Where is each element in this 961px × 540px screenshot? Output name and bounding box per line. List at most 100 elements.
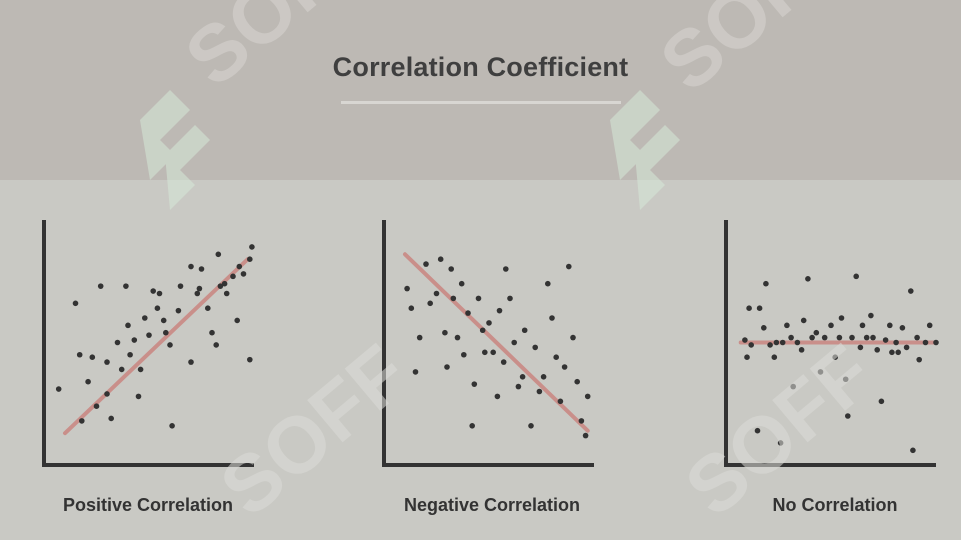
- data-point: [761, 325, 767, 331]
- data-point: [863, 334, 870, 341]
- data-point: [845, 413, 851, 419]
- data-point: [817, 369, 824, 375]
- data-point: [887, 322, 893, 329]
- data-point: [213, 342, 219, 348]
- data-point: [910, 447, 916, 454]
- data-point: [194, 290, 201, 297]
- data-point: [454, 334, 461, 341]
- data-point: [123, 283, 129, 289]
- trend-line: [403, 252, 590, 433]
- data-point: [578, 418, 585, 424]
- negative-correlation-label: Negative Correlation: [403, 495, 581, 515]
- data-point: [742, 337, 748, 343]
- data-point: [908, 288, 914, 294]
- data-point: [557, 398, 564, 405]
- data-point: [532, 344, 538, 351]
- data-point: [500, 359, 507, 365]
- data-point: [561, 364, 568, 370]
- data-point: [146, 332, 152, 338]
- data-point: [784, 322, 790, 329]
- data-point: [163, 329, 169, 336]
- positive-correlation-plot: [42, 215, 272, 475]
- data-point: [832, 354, 838, 360]
- data-point: [744, 354, 750, 360]
- data-point: [545, 280, 551, 287]
- data-point: [868, 312, 874, 319]
- data-point: [895, 349, 901, 356]
- no-correlation-label: No Correlation: [772, 495, 898, 515]
- data-point: [515, 383, 522, 390]
- data-point: [175, 307, 182, 314]
- data-point: [536, 388, 543, 395]
- data-point: [167, 342, 173, 348]
- data-point: [933, 339, 939, 346]
- data-point: [412, 369, 419, 375]
- data-point: [859, 322, 866, 329]
- data-point: [878, 398, 885, 405]
- data-point: [423, 261, 429, 267]
- data-point: [142, 315, 148, 321]
- data-point: [494, 393, 501, 400]
- data-point: [471, 381, 478, 387]
- no-correlation-plot: [724, 215, 954, 475]
- data-point: [763, 280, 769, 287]
- data-point: [584, 393, 591, 400]
- data-point: [475, 295, 482, 302]
- data-point: [853, 273, 859, 280]
- data-point: [234, 317, 240, 324]
- data-point: [416, 334, 423, 341]
- data-point: [217, 283, 224, 289]
- data-point: [899, 325, 906, 331]
- data-point: [169, 423, 175, 429]
- data-point: [893, 339, 899, 346]
- data-point: [798, 347, 805, 353]
- data-point: [55, 386, 62, 392]
- data-point: [903, 344, 910, 351]
- data-point: [469, 423, 475, 429]
- data-point: [777, 440, 784, 446]
- data-point: [507, 295, 513, 302]
- data-point: [521, 327, 528, 334]
- data-point: [756, 305, 763, 311]
- data-point: [773, 339, 780, 346]
- data-point: [849, 334, 855, 341]
- data-point: [79, 418, 85, 424]
- data-point: [914, 334, 920, 341]
- data-point: [857, 344, 864, 351]
- data-point: [767, 342, 773, 348]
- data-point: [85, 378, 91, 385]
- data-point: [519, 374, 526, 380]
- data-point: [511, 339, 517, 346]
- data-point: [196, 285, 203, 292]
- positive-correlation-svg: [42, 220, 255, 467]
- data-point: [574, 378, 580, 385]
- data-point: [118, 366, 125, 373]
- data-point: [114, 339, 121, 346]
- data-point: [882, 337, 889, 343]
- data-point: [836, 334, 843, 341]
- negative-correlation-plot: [382, 215, 612, 475]
- data-point: [198, 266, 205, 272]
- data-point: [104, 359, 110, 365]
- data-point: [76, 351, 83, 358]
- data-point: [442, 329, 448, 336]
- data-point: [249, 244, 255, 250]
- header-band: [0, 0, 961, 180]
- data-point: [754, 427, 761, 434]
- data-point: [154, 305, 161, 311]
- data-point: [805, 276, 811, 282]
- data-point: [223, 290, 230, 297]
- data-point: [125, 322, 131, 329]
- data-point: [437, 256, 444, 262]
- no-correlation-svg: [724, 220, 939, 467]
- data-point: [247, 256, 253, 262]
- data-point: [156, 290, 163, 297]
- data-point: [809, 334, 815, 341]
- data-point: [444, 364, 450, 370]
- data-point: [566, 263, 572, 270]
- data-point: [549, 315, 555, 321]
- data-point: [89, 354, 96, 360]
- data-point: [236, 263, 243, 270]
- data-point: [838, 315, 845, 321]
- data-point: [790, 383, 796, 390]
